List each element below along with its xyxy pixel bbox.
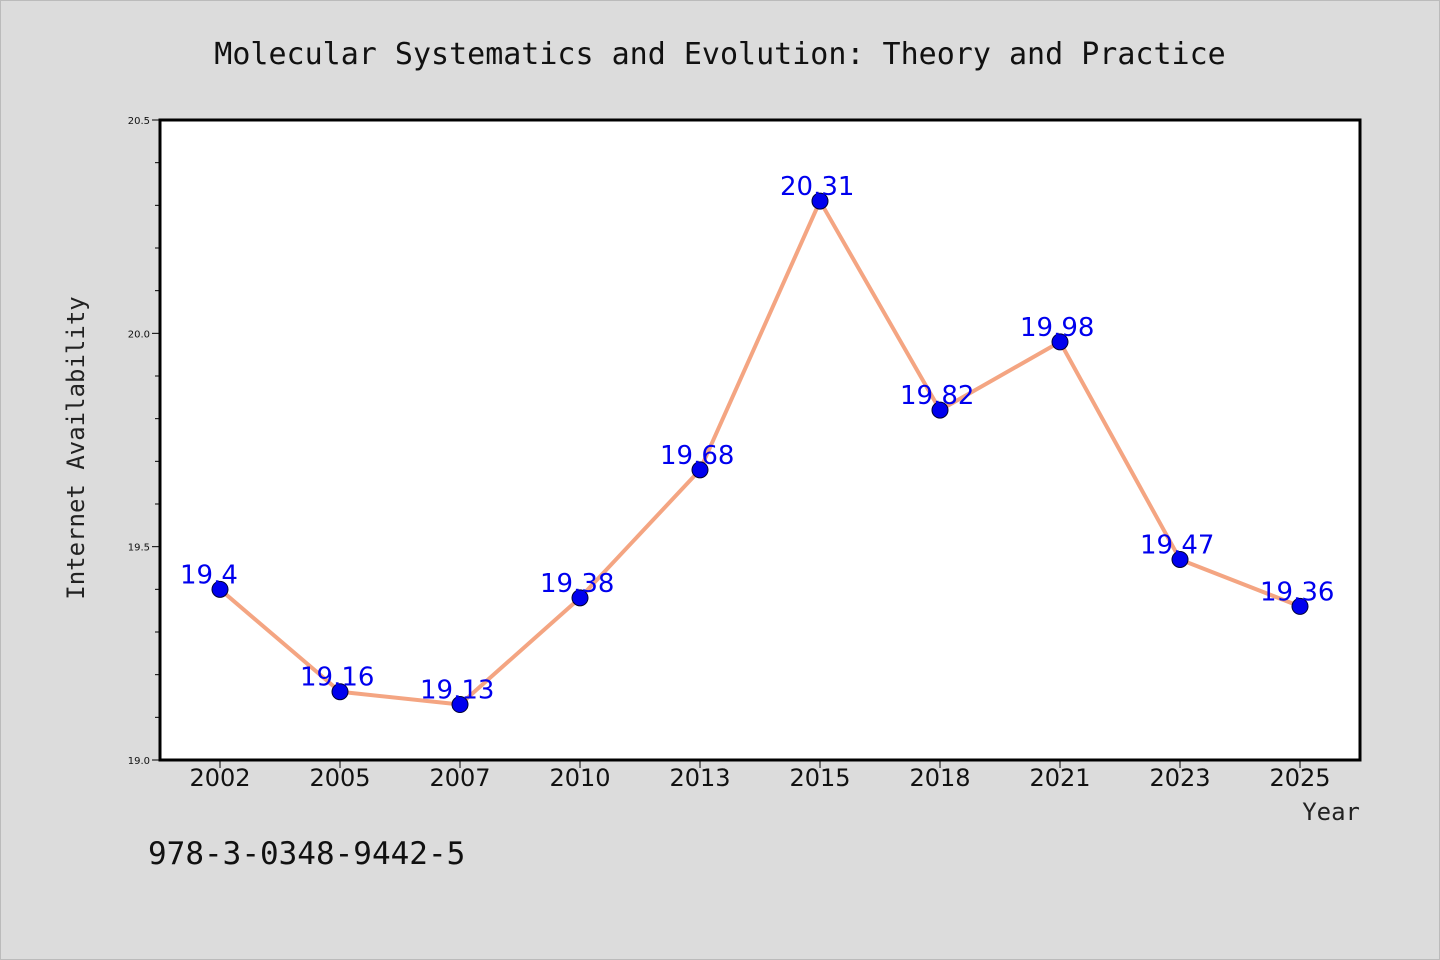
data-label: 19.13 — [420, 676, 494, 706]
y-tick-label: 19.5 — [128, 543, 150, 554]
data-label: 19.4 — [180, 560, 238, 590]
data-point — [571, 589, 589, 607]
data-label: 19.68 — [660, 441, 734, 471]
data-label: 19.47 — [1140, 530, 1214, 560]
plot-frame — [158, 118, 1362, 762]
series-layer — [211, 192, 1309, 714]
x-tick-label: 2010 — [549, 764, 610, 792]
x-tick-label: 2015 — [789, 764, 850, 792]
x-tick-label: 2018 — [909, 764, 970, 792]
data-label: 19.16 — [300, 663, 374, 693]
plot-area — [160, 120, 1360, 760]
x-tick-label: 2021 — [1029, 764, 1090, 792]
data-point — [211, 580, 229, 598]
data-point — [1291, 597, 1309, 615]
data-point — [691, 461, 709, 479]
x-tick-label: 2023 — [1149, 764, 1210, 792]
data-label: 20.31 — [780, 172, 854, 202]
data-point — [811, 192, 829, 210]
x-tick-label: 2005 — [309, 764, 370, 792]
data-label: 19.82 — [900, 381, 974, 411]
data-point — [1171, 550, 1189, 568]
x-axis-label: Year — [1302, 798, 1360, 826]
data-labels: 19.4 19.16 19.13 19.38 19.68 20.31 19.82 19.98 1… — [180, 172, 1334, 705]
y-tick-label: 19.0 — [128, 756, 150, 767]
x-tick-label: 2025 — [1269, 764, 1330, 792]
y-tick-label: 20.5 — [128, 116, 150, 127]
x-tick-label: 2002 — [189, 764, 250, 792]
series-line — [218, 199, 1301, 707]
data-point — [331, 683, 349, 701]
x-tick-label: 2007 — [429, 764, 490, 792]
x-axis: 2002 2005 2007 2010 2013 2015 2018 2021 2023 2025 — [189, 760, 1331, 792]
data-label: 19.38 — [540, 569, 614, 599]
data-point — [931, 401, 949, 419]
data-point — [451, 696, 469, 714]
isbn-footer: 978-3-0348-9442-5 — [148, 836, 465, 872]
data-point — [1051, 333, 1069, 351]
chart-title: Molecular Systematics and Evolution: The… — [214, 37, 1225, 72]
x-tick-label: 2013 — [669, 764, 730, 792]
y-tick-label: 20.0 — [128, 329, 150, 340]
y-axis-label: Internet Availability — [62, 296, 90, 599]
data-label: 19.98 — [1020, 313, 1094, 343]
data-label: 19.36 — [1260, 577, 1334, 607]
